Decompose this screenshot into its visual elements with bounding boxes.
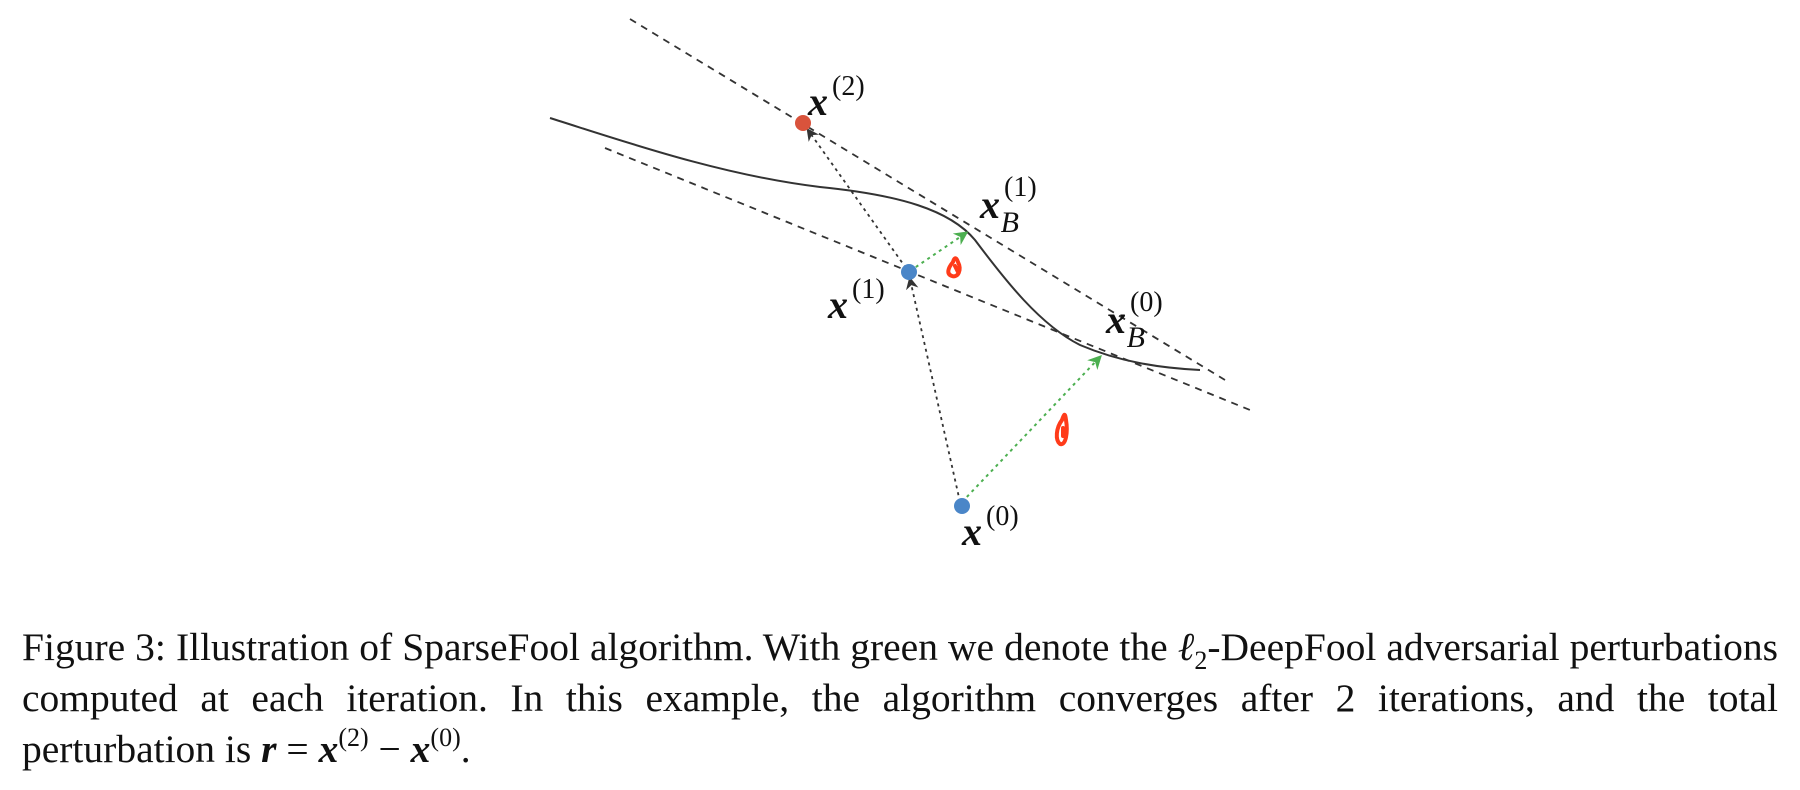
caption-x-b: x	[410, 727, 431, 771]
point-x1	[901, 264, 917, 280]
label-x0: x (0)	[961, 501, 1019, 554]
decision-boundary-curve	[549, 117, 1201, 371]
tangent-line-at-xB0	[604, 147, 1251, 411]
caption-x-a: x	[318, 727, 339, 771]
caption-ell-sub: 2	[1194, 645, 1208, 675]
caption-sup-a: (2)	[338, 722, 369, 752]
point-x0	[954, 498, 970, 514]
figure-caption: Figure 3: Illustration of SparseFool alg…	[22, 622, 1778, 775]
caption-minus: −	[368, 727, 411, 771]
caption-sup-b: (0)	[430, 722, 461, 752]
sparsefool-illustration: x (2) x (1) B x (1) x (0) B x (0)	[549, 18, 1251, 554]
deepfool-perturbation-0	[961, 354, 1102, 503]
annotation-mark-2	[1054, 412, 1069, 447]
point-x2	[795, 115, 811, 131]
step-x0-to-x1	[906, 276, 961, 503]
caption-eq: =	[276, 727, 319, 771]
step-x1-to-x2	[806, 127, 907, 269]
label-x1: x (1)	[827, 274, 885, 327]
deepfool-perturbation-1	[909, 231, 969, 272]
caption-r: r	[261, 727, 277, 771]
caption-text-2: -DeepFool adversarial perturbations comp…	[22, 625, 1779, 771]
annotation-mark-1	[946, 256, 962, 279]
caption-ell: ℓ	[1177, 625, 1195, 669]
label-x2: x (2)	[807, 71, 865, 124]
label-xB0: x (0) B	[1105, 287, 1163, 354]
caption-text-1: Illustration of SparseFool algorithm. Wi…	[175, 625, 1168, 669]
caption-figure-label: Figure 3:	[22, 625, 166, 669]
label-xB1: x (1) B	[979, 172, 1037, 239]
caption-end: .	[460, 727, 471, 771]
